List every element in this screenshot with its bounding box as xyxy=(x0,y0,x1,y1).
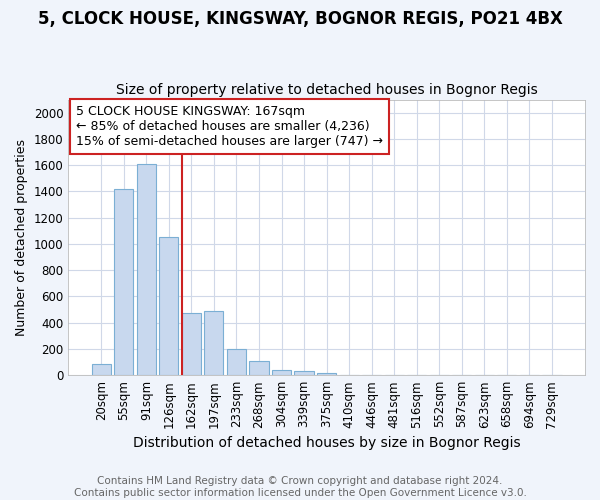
Bar xyxy=(272,370,291,375)
Text: Contains HM Land Registry data © Crown copyright and database right 2024.
Contai: Contains HM Land Registry data © Crown c… xyxy=(74,476,526,498)
Text: 5, CLOCK HOUSE, KINGSWAY, BOGNOR REGIS, PO21 4BX: 5, CLOCK HOUSE, KINGSWAY, BOGNOR REGIS, … xyxy=(38,10,562,28)
Y-axis label: Number of detached properties: Number of detached properties xyxy=(15,139,28,336)
Bar xyxy=(114,189,133,375)
Title: Size of property relative to detached houses in Bognor Regis: Size of property relative to detached ho… xyxy=(116,83,538,97)
Bar xyxy=(182,314,201,375)
Bar xyxy=(317,372,336,375)
Text: 5 CLOCK HOUSE KINGSWAY: 167sqm
← 85% of detached houses are smaller (4,236)
15% : 5 CLOCK HOUSE KINGSWAY: 167sqm ← 85% of … xyxy=(76,105,383,148)
Bar xyxy=(250,360,269,375)
Bar xyxy=(205,311,223,375)
Bar xyxy=(295,371,314,375)
Bar xyxy=(92,364,111,375)
X-axis label: Distribution of detached houses by size in Bognor Regis: Distribution of detached houses by size … xyxy=(133,436,520,450)
Bar xyxy=(159,238,178,375)
Bar xyxy=(227,349,246,375)
Bar xyxy=(137,164,156,375)
